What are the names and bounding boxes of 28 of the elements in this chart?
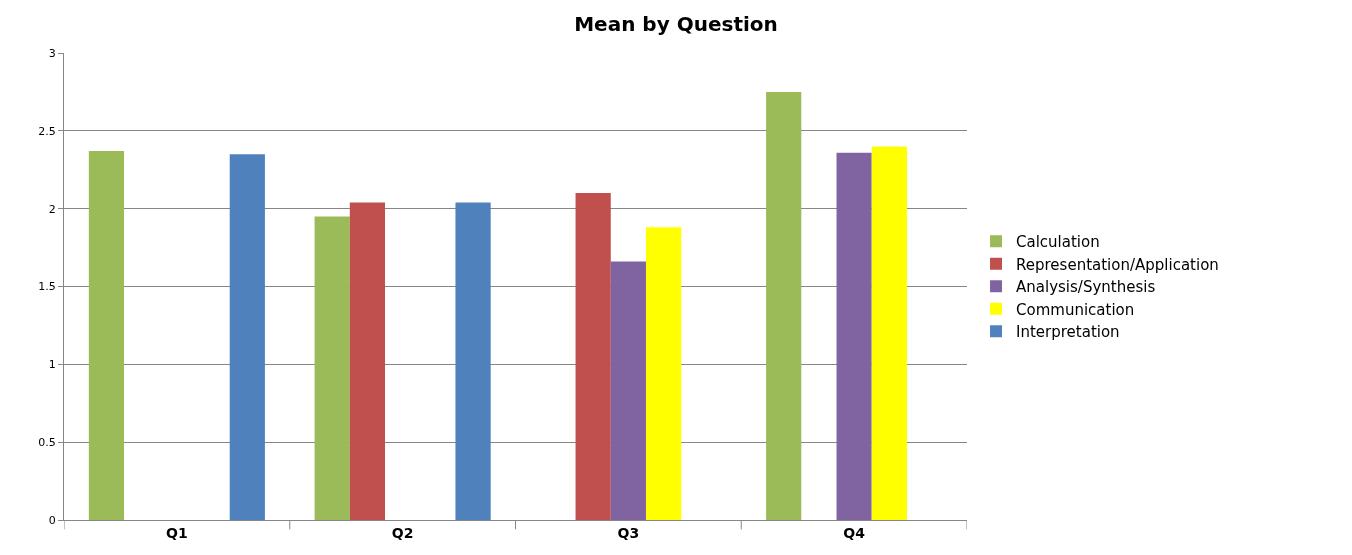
bar xyxy=(871,146,907,520)
legend-label: Calculation xyxy=(1016,233,1100,252)
x-tick-label: Q4 xyxy=(843,524,866,541)
y-tick-label: 2 xyxy=(48,202,56,216)
bar xyxy=(610,261,646,520)
y-tick-label: 1.5 xyxy=(38,280,56,294)
bar xyxy=(575,193,611,520)
y-tick-label: 1 xyxy=(48,358,56,372)
chart-title: Mean by Question xyxy=(574,11,778,36)
x-tick-label: Q2 xyxy=(391,524,414,541)
y-tick-label: 3 xyxy=(48,46,56,60)
y-tick-label: 0 xyxy=(48,513,56,527)
bar xyxy=(314,216,350,520)
y-tick-label: 2.5 xyxy=(38,124,56,138)
bar xyxy=(645,227,682,520)
x-tick-label: Q3 xyxy=(617,524,640,541)
bar xyxy=(766,91,802,520)
bar xyxy=(349,202,386,520)
x-tick-label: Q1 xyxy=(166,524,188,541)
legend-label: Communication xyxy=(1016,300,1135,319)
legend-label: Analysis/Synthesis xyxy=(1016,278,1156,297)
bar xyxy=(88,151,125,520)
bar xyxy=(455,202,491,520)
y-tick-label: 0.5 xyxy=(38,436,56,450)
bar xyxy=(229,154,265,520)
legend-label: Representation/Application xyxy=(1016,255,1219,274)
legend-label: Interpretation xyxy=(1016,323,1120,342)
bar xyxy=(836,152,872,520)
